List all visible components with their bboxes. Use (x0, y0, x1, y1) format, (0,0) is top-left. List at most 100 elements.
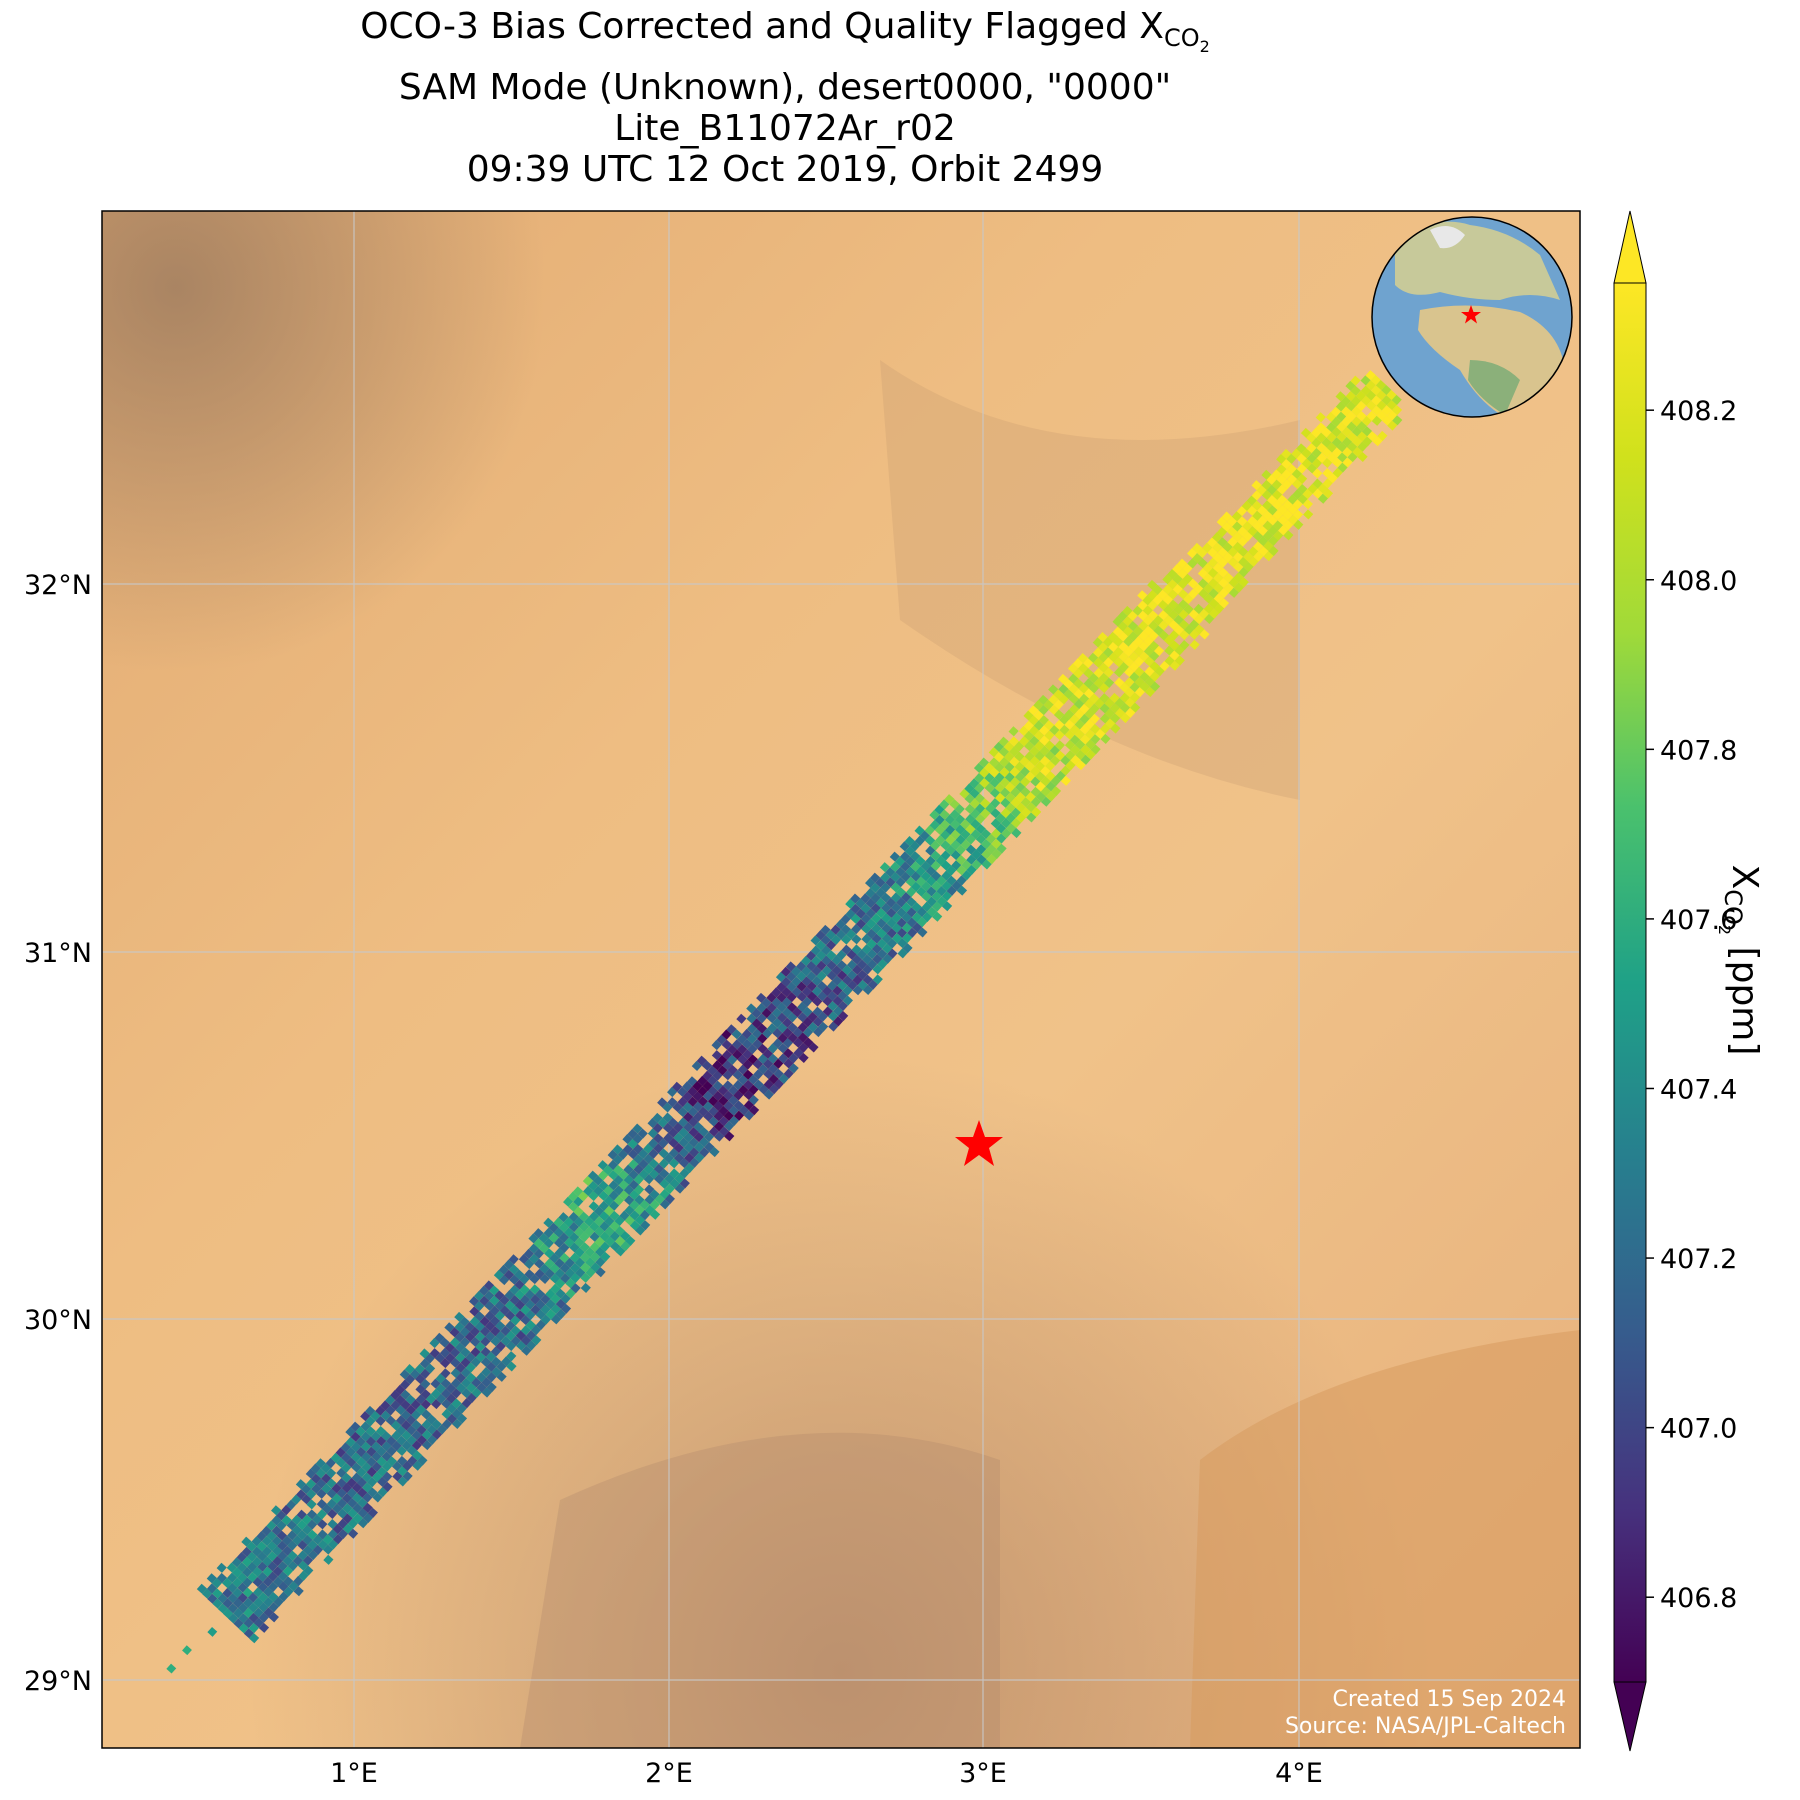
xco2-sounding (1273, 530, 1284, 541)
xco2-sounding (1129, 692, 1140, 703)
xco2-sounding (638, 1148, 649, 1159)
xco2-sounding (747, 1033, 758, 1044)
xco2-sounding (1148, 630, 1159, 641)
xco2-sounding (841, 934, 852, 945)
xco2-sounding (817, 1011, 828, 1022)
xco2-sounding (935, 835, 946, 846)
xco2-sounding (375, 1415, 386, 1426)
xco2-sounding (287, 1560, 298, 1571)
xco2-sounding (622, 1144, 633, 1155)
xco2-sounding (1005, 802, 1016, 813)
xco2-sounding (485, 1351, 496, 1362)
xco2-sounding (751, 1018, 762, 1029)
xco2-sounding (277, 1571, 289, 1582)
xco2-sounding (870, 892, 881, 904)
xco2-sounding (1009, 777, 1021, 788)
xco2-sounding (509, 1284, 520, 1295)
xco2-sounding (974, 783, 985, 794)
xco2-sounding (277, 1561, 288, 1572)
xco2-sounding (588, 1201, 599, 1212)
xco2-sounding (1054, 719, 1065, 730)
xco2-sounding (523, 1248, 534, 1259)
xco2-sounding (707, 1085, 718, 1096)
xco2-sounding (431, 1429, 443, 1440)
xco2-sounding (375, 1405, 386, 1416)
xco2-sounding (807, 1022, 818, 1033)
xco2-sounding (771, 987, 782, 998)
xco2-sounding (772, 1028, 783, 1039)
xco2-sounding (733, 1110, 745, 1121)
xco2-sounding (366, 1466, 377, 1478)
lon-tick-2e: 2°E (645, 1758, 693, 1789)
xco2-sounding (1189, 629, 1200, 640)
xco2-sounding (910, 881, 922, 892)
xco2-sounding (648, 1158, 659, 1169)
xco2-sounding (736, 1013, 747, 1024)
xco2-sounding (268, 1602, 279, 1613)
xco2-sounding (1238, 567, 1249, 578)
longitude-ticks: 1°E 2°E 3°E 4°E (330, 1758, 1323, 1789)
xco2-sounding (926, 886, 937, 897)
xco2-sounding (1301, 448, 1312, 459)
xco2-sounding (258, 1622, 270, 1633)
xco2-sounding (664, 1193, 675, 1205)
xco2-sounding (1297, 473, 1308, 484)
xco2-sounding (827, 990, 838, 1002)
xco2-sounding (287, 1540, 298, 1551)
xco2-sounding (578, 1211, 589, 1222)
xco2-sounding (1004, 751, 1015, 762)
xco2-sounding (1261, 479, 1272, 491)
xco2-sounding (1372, 436, 1383, 447)
xco2-sounding (946, 865, 957, 876)
xco2-sounding (737, 1044, 748, 1055)
xco2-sounding (524, 1289, 535, 1300)
xco2-sounding (890, 872, 901, 883)
xco2-sounding (1360, 375, 1371, 386)
xco2-sounding (417, 1455, 428, 1466)
xco2-sounding (291, 1525, 303, 1536)
xco2-sounding (798, 1052, 809, 1063)
xco2-sounding (253, 1607, 264, 1618)
xco2-sounding (612, 1154, 623, 1165)
xco2-sounding (697, 1086, 708, 1097)
xco2-sounding (712, 1060, 723, 1071)
xco2-sounding (960, 839, 971, 850)
xco2-sounding (1306, 463, 1318, 474)
xco2-sounding (956, 885, 968, 896)
lat-tick-30n: 30°N (24, 1305, 92, 1336)
xco2-sounding (216, 1562, 227, 1573)
xco2-sounding (1117, 611, 1128, 622)
colorbar: 406.8 407.0 407.2 407.4 407.6 407.8 408.0 408.2 (1613, 210, 1737, 1752)
xco2-sounding (1103, 647, 1114, 658)
xco2-sounding (1223, 572, 1234, 583)
xco2-sounding (1350, 385, 1361, 396)
xco2-sounding (469, 1326, 480, 1337)
xco2-sounding (840, 914, 851, 925)
xco2-sounding (342, 1513, 353, 1524)
xco2-sounding (222, 1598, 233, 1609)
xco2-sounding (939, 809, 950, 820)
xco2-sounding (1178, 619, 1189, 630)
xco2-sounding (663, 1153, 674, 1164)
xco2-sounding (266, 1520, 277, 1531)
chart-title: OCO-3 Bias Corrected and Quality Flagged… (0, 6, 1570, 190)
xco2-sounding (1030, 766, 1041, 777)
xco2-sounding (1315, 412, 1326, 423)
xco2-sounding (664, 1183, 675, 1194)
xco2-sounding (877, 948, 888, 959)
xco2-sounding (182, 1645, 192, 1656)
xco2-sounding (1221, 511, 1232, 522)
xco2-sounding (1008, 736, 1019, 747)
xco2-sounding (1050, 786, 1062, 797)
xco2-sounding (1053, 699, 1064, 710)
xco2-sounding (471, 1387, 482, 1398)
xco2-sounding (800, 955, 812, 967)
xco2-sounding (1300, 427, 1312, 438)
xco2-sounding (1283, 520, 1294, 531)
xco2-sounding (1067, 663, 1079, 674)
xco2-sounding (594, 1236, 605, 1247)
xco2-sounding (1356, 411, 1367, 422)
xco2-sounding (1008, 726, 1019, 737)
xco2-sounding (777, 1043, 788, 1054)
